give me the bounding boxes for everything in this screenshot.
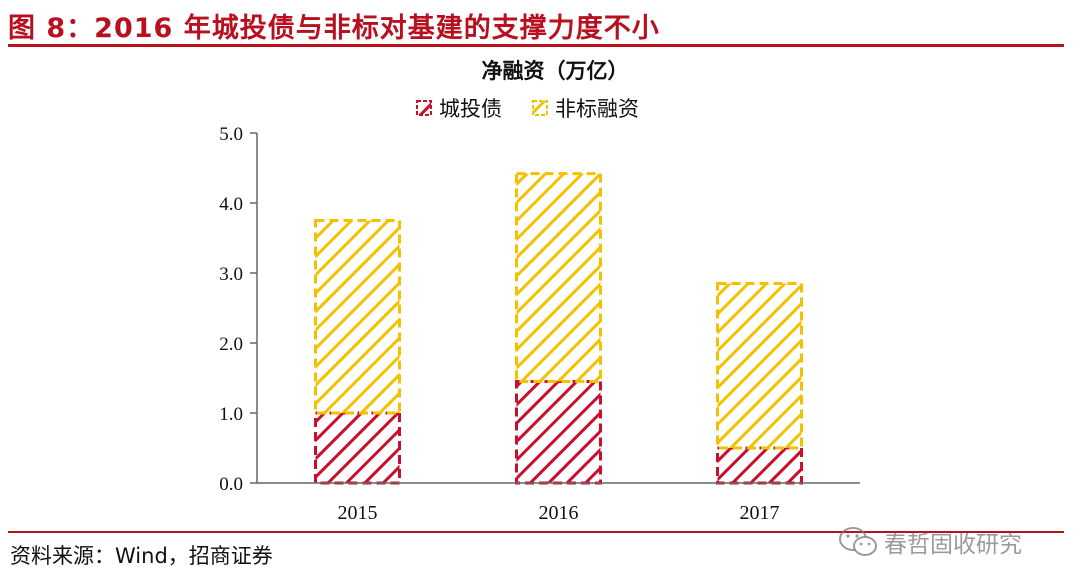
- bar-2016-0: [515, 380, 602, 485]
- y-tick-label: 5.0: [219, 124, 243, 145]
- figure-title: 图 8：2016 年城投债与非标对基建的支撑力度不小: [8, 13, 660, 44]
- legend-swatch-1: [532, 100, 548, 116]
- bar-2016-1: [515, 172, 602, 383]
- bar-2015-1: [314, 219, 401, 415]
- wechat-icon: [839, 527, 877, 556]
- y-tick-label: 3.0: [219, 264, 243, 285]
- watermark-text: 春哲固收研究: [884, 532, 1022, 558]
- bar-2017-0: [716, 446, 803, 485]
- stacked-bar-chart: 净融资（万亿） 城投债 非标融资 0.01.02.03.04.05.0 2015 2…: [219, 59, 860, 524]
- legend-swatch-0: [416, 100, 432, 116]
- y-tick-label: 1.0: [219, 404, 243, 425]
- chart-title: 净融资（万亿）: [482, 59, 629, 83]
- x-tick-label: 2015: [338, 502, 378, 524]
- legend-label-0: 城投债: [439, 97, 502, 121]
- bar-2015-0: [314, 411, 401, 485]
- x-tick-label: 2016: [539, 502, 579, 524]
- bottom-rule: [8, 531, 1064, 533]
- watermark: 春哲固收研究: [838, 522, 1022, 562]
- legend-label-1: 非标融资: [555, 97, 639, 121]
- y-tick-label: 4.0: [219, 194, 243, 215]
- y-tick-label: 2.0: [219, 334, 243, 355]
- x-tick-label: 2017: [740, 502, 780, 524]
- bar-2017-1: [716, 282, 803, 450]
- y-axis: 0.0 1.0 2.0 3.0 4.0 5.0: [219, 124, 258, 495]
- y-tick-label: 0.0: [219, 474, 243, 495]
- legend: 城投债 非标融资: [416, 97, 639, 121]
- x-axis: 2015 2016 2017: [257, 482, 860, 524]
- bars: [314, 172, 803, 485]
- top-rule: [8, 44, 1064, 47]
- source-note: 资料来源：Wind，招商证券: [10, 544, 273, 568]
